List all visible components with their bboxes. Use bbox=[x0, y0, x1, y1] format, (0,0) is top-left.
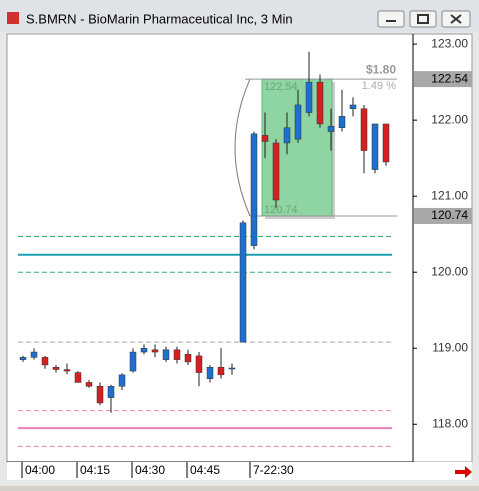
candle-body bbox=[371, 123, 379, 170]
candle-body bbox=[360, 108, 368, 151]
price-marker: 120.74 bbox=[431, 208, 468, 222]
candle-body bbox=[151, 349, 159, 353]
candle-body bbox=[63, 369, 71, 372]
y-tick-label: 120.00 bbox=[431, 264, 468, 278]
candle-body bbox=[19, 357, 27, 360]
candle-body bbox=[173, 349, 181, 360]
candle-body bbox=[129, 351, 137, 372]
candle-body bbox=[85, 382, 93, 387]
candle-body bbox=[239, 222, 247, 343]
window-title: S.BMRN - BioMarin Pharmaceutical Inc, 3 … bbox=[26, 11, 293, 26]
candle-body bbox=[41, 357, 49, 366]
price-marker-box bbox=[414, 71, 472, 88]
y-tick-label: 122.00 bbox=[431, 112, 468, 126]
scroll-arrow[interactable] bbox=[455, 466, 472, 478]
candle-body bbox=[162, 349, 170, 360]
x-tick-label: 04:15 bbox=[80, 463, 110, 477]
chart-panel bbox=[6, 33, 473, 463]
y-tick-label: 119.00 bbox=[432, 340, 468, 354]
x-tick-label: 04:30 bbox=[135, 463, 165, 477]
x-tick-label: 04:00 bbox=[25, 463, 55, 477]
candle-body bbox=[52, 366, 60, 370]
candle-body bbox=[272, 142, 280, 201]
candle-body bbox=[261, 135, 269, 142]
minimize-button[interactable] bbox=[377, 10, 405, 28]
candle-body bbox=[118, 374, 126, 387]
candle-body bbox=[228, 367, 236, 370]
price-marker: 122.54 bbox=[431, 71, 468, 85]
measure-high-label: 122.54 bbox=[264, 81, 298, 93]
x-tick-label: 7-22:30 bbox=[253, 463, 294, 477]
candle-body bbox=[195, 355, 203, 373]
measure-bracket bbox=[234, 78, 251, 217]
price-marker-box bbox=[414, 207, 472, 224]
candle-body bbox=[107, 386, 115, 398]
candle-body bbox=[382, 123, 390, 163]
measure-change: $1.80 bbox=[366, 62, 396, 76]
candle-body bbox=[250, 133, 258, 246]
measure-percent: 1.49 % bbox=[362, 80, 396, 92]
candle-body bbox=[206, 366, 214, 379]
measure-low-label: 120.74 bbox=[264, 204, 298, 216]
candle-body bbox=[294, 104, 302, 140]
time-axis bbox=[7, 462, 472, 480]
candle-body bbox=[140, 347, 148, 353]
candle-body bbox=[327, 125, 335, 132]
maximize-icon bbox=[417, 14, 429, 24]
x-tick-label: 04:45 bbox=[190, 463, 220, 477]
candle-body bbox=[349, 104, 357, 109]
candle-body bbox=[96, 386, 104, 404]
app-icon bbox=[7, 12, 19, 24]
candle-body bbox=[316, 81, 324, 125]
y-tick-label: 123.00 bbox=[431, 36, 468, 50]
candle-body bbox=[30, 351, 38, 358]
candle-body bbox=[217, 366, 225, 376]
candle-body bbox=[283, 127, 291, 144]
minimize-icon bbox=[386, 20, 396, 22]
candle-body bbox=[184, 354, 192, 363]
candle-body bbox=[74, 372, 82, 383]
y-tick-label: 121.00 bbox=[431, 188, 468, 202]
candle-body bbox=[338, 116, 346, 129]
candle-body bbox=[305, 81, 313, 113]
y-tick-label: 118.00 bbox=[432, 416, 468, 430]
close-icon bbox=[450, 14, 462, 24]
maximize-button[interactable] bbox=[409, 10, 437, 28]
